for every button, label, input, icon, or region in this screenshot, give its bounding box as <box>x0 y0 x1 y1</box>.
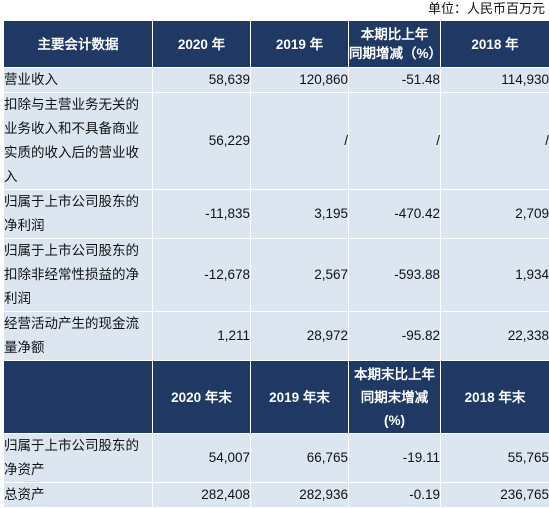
cell-2018: 2,709 <box>441 190 549 239</box>
label-line: 归属于上市公司股东的 <box>4 239 152 263</box>
row-label: 扣除与主营业务无关的 业务收入和不具备商业 实质的收入后的营业收 入 <box>4 93 153 190</box>
label-line: 总资产 <box>4 483 152 507</box>
header-empty <box>4 361 153 434</box>
row-label: 归属于上市公司股东的 净利润 <box>4 190 153 239</box>
row-net-profit-attributable: 归属于上市公司股东的 净利润 -11,835 3,195 -470.42 2,7… <box>4 190 549 239</box>
header-line: 同期增减（%） <box>349 44 440 63</box>
row-operating-revenue: 营业收入 58,639 120,860 -51.48 114,930 <box>4 68 549 93</box>
header-main-accounting-data: 主要会计数据 <box>4 21 153 68</box>
header-row-bottom: 2020 年末 2019 年末 本期末比上年 同期末增减 (%) 2018 年末 <box>4 361 549 434</box>
cell-2018-end: 236,765 <box>441 483 549 508</box>
header-2018-end: 2018 年末 <box>441 361 549 434</box>
cell-yoy-change: -593.88 <box>349 239 441 312</box>
cell-2020: -12,678 <box>153 239 251 312</box>
label-line: 扣除非经常性损益的净 <box>4 263 152 287</box>
cell-period-end-change: -19.11 <box>349 434 441 483</box>
cell-yoy-change: -51.48 <box>349 68 441 93</box>
label-line: 归属于上市公司股东的 <box>4 190 152 214</box>
cell-2020-end: 282,408 <box>153 483 251 508</box>
cell-yoy-change: / <box>349 93 441 190</box>
label-line: 归属于上市公司股东的 <box>4 434 152 458</box>
row-net-assets-attributable: 归属于上市公司股东的 净资产 54,007 66,765 -19.11 55,7… <box>4 434 549 483</box>
header-line: 本期比上年 <box>349 25 440 44</box>
cell-period-end-change: -0.19 <box>349 483 441 508</box>
row-label: 归属于上市公司股东的 扣除非经常性损益的净 利润 <box>4 239 153 312</box>
header-yoy-change: 本期比上年 同期增减（%） <box>349 21 441 68</box>
cell-2020: 1,211 <box>153 312 251 361</box>
label-line: 营业收入 <box>4 68 152 92</box>
row-label: 总资产 <box>4 483 153 508</box>
header-2019-end: 2019 年末 <box>251 361 349 434</box>
header-2020: 2020 年 <box>153 21 251 68</box>
cell-yoy-change: -470.42 <box>349 190 441 239</box>
cell-2020: 56,229 <box>153 93 251 190</box>
header-row-top: 主要会计数据 2020 年 2019 年 本期比上年 同期增减（%） 2018 … <box>4 21 549 68</box>
header-period-end-change: 本期末比上年 同期末增减 (%) <box>349 361 441 434</box>
financial-data-table: 主要会计数据 2020 年 2019 年 本期比上年 同期增减（%） 2018 … <box>3 20 549 508</box>
cell-2018: 1,934 <box>441 239 549 312</box>
label-line: 业务收入和不具备商业 <box>4 117 152 141</box>
unit-note: 单位：人民币百万元 <box>428 0 545 17</box>
cell-2019: 3,195 <box>251 190 349 239</box>
cell-2019: 120,860 <box>251 68 349 93</box>
label-line: 经营活动产生的现金流 <box>4 312 152 336</box>
header-2019: 2019 年 <box>251 21 349 68</box>
cell-2020-end: 54,007 <box>153 434 251 483</box>
row-revenue-after-deductions: 扣除与主营业务无关的 业务收入和不具备商业 实质的收入后的营业收 入 56,22… <box>4 93 549 190</box>
row-label: 经营活动产生的现金流 量净额 <box>4 312 153 361</box>
cell-2019-end: 66,765 <box>251 434 349 483</box>
label-line: 净资产 <box>4 458 152 482</box>
header-line: 同期末增减 <box>349 386 440 409</box>
label-line: 扣除与主营业务无关的 <box>4 93 152 117</box>
cell-2018: 114,930 <box>441 68 549 93</box>
row-net-profit-excl-nonrecurring: 归属于上市公司股东的 扣除非经常性损益的净 利润 -12,678 2,567 -… <box>4 239 549 312</box>
cell-2018: 22,338 <box>441 312 549 361</box>
label-line: 利润 <box>4 287 152 311</box>
label-line: 净利润 <box>4 214 152 238</box>
cell-2019: / <box>251 93 349 190</box>
cell-yoy-change: -95.82 <box>349 312 441 361</box>
cell-2018: / <box>441 93 549 190</box>
label-line: 实质的收入后的营业收 <box>4 141 152 165</box>
header-line: 本期末比上年 <box>349 363 440 386</box>
cell-2019: 28,972 <box>251 312 349 361</box>
cell-2018-end: 55,765 <box>441 434 549 483</box>
row-operating-cash-flow: 经营活动产生的现金流 量净额 1,211 28,972 -95.82 22,33… <box>4 312 549 361</box>
header-2018: 2018 年 <box>441 21 549 68</box>
label-line: 入 <box>4 165 152 189</box>
header-2020-end: 2020 年末 <box>153 361 251 434</box>
cell-2019: 2,567 <box>251 239 349 312</box>
row-total-assets: 总资产 282,408 282,936 -0.19 236,765 <box>4 483 549 508</box>
header-line: (%) <box>349 409 440 432</box>
row-label: 归属于上市公司股东的 净资产 <box>4 434 153 483</box>
row-label: 营业收入 <box>4 68 153 93</box>
cell-2019-end: 282,936 <box>251 483 349 508</box>
cell-2020: 58,639 <box>153 68 251 93</box>
label-line: 量净额 <box>4 336 152 360</box>
cell-2020: -11,835 <box>153 190 251 239</box>
